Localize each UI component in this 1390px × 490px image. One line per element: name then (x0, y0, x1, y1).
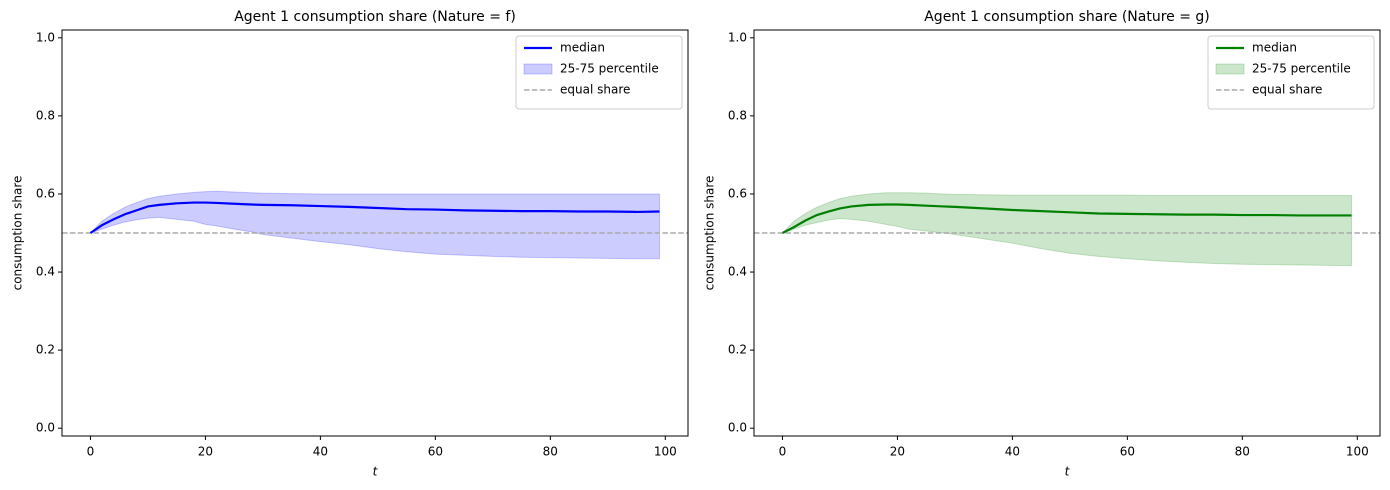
chart-title: Agent 1 consumption share (Nature = f) (234, 9, 516, 25)
legend-swatch (523, 63, 553, 75)
y-axis-label: consumption share (11, 176, 25, 291)
y-tick-label: 0.2 (728, 343, 747, 357)
legend-label: 25-75 percentile (560, 62, 659, 76)
x-axis-label: t (373, 465, 379, 479)
y-axis-label: consumption share (703, 176, 717, 291)
x-tick-label: 60 (428, 445, 443, 459)
y-tick-label: 0.2 (36, 343, 55, 357)
y-tick-label: 0.6 (728, 186, 747, 200)
x-tick-label: 100 (654, 445, 677, 459)
x-tick-label: 20 (198, 445, 213, 459)
axes-frame (61, 29, 689, 437)
x-tick-label: 20 (890, 445, 905, 459)
legend-box (515, 35, 683, 110)
y-tick-label: 0.8 (728, 108, 747, 122)
y-tick-label: 0.4 (36, 265, 55, 279)
percentile-band (90, 190, 661, 260)
subplot: 0 20 40 60 80 100 0.0 0.2 0.4 0.6 0.8 1.0 Agent 1 co… (703, 9, 1381, 479)
x-tick-label: 0 (87, 445, 95, 459)
legend-label: median (1252, 41, 1297, 55)
y-tick-label: 1.0 (36, 30, 55, 44)
axes-frame (753, 29, 1381, 437)
legend: median 25-75 percentile equal share (1207, 35, 1375, 110)
legend-label: equal share (560, 83, 630, 97)
percentile-band (782, 192, 1353, 267)
x-tick-label: 40 (313, 445, 328, 459)
legend-label: equal share (1252, 83, 1322, 97)
chart-title: Agent 1 consumption share (Nature = g) (924, 9, 1210, 25)
legend-label: 25-75 percentile (1252, 62, 1351, 76)
y-tick-label: 0.0 (728, 421, 747, 435)
x-tick-label: 40 (1005, 445, 1020, 459)
legend: median 25-75 percentile equal share (515, 35, 683, 110)
legend-label: median (560, 41, 605, 55)
y-tick-label: 0.0 (36, 421, 55, 435)
subplot: 0 20 40 60 80 100 0.0 0.2 0.4 0.6 0.8 1.0 Agent 1 co… (11, 9, 689, 479)
x-tick-label: 80 (543, 445, 558, 459)
legend-swatch (1215, 63, 1245, 75)
y-tick-label: 0.6 (36, 186, 55, 200)
x-tick-label: 100 (1346, 445, 1369, 459)
legend-box (1207, 35, 1375, 110)
y-tick-label: 0.8 (36, 108, 55, 122)
x-tick-label: 80 (1235, 445, 1250, 459)
median-line (781, 203, 1352, 234)
median-line (89, 201, 660, 234)
x-tick-label: 60 (1120, 445, 1135, 459)
x-tick-label: 0 (779, 445, 787, 459)
x-axis-label: t (1065, 465, 1071, 479)
y-tick-label: 1.0 (728, 30, 747, 44)
y-tick-label: 0.4 (728, 265, 747, 279)
